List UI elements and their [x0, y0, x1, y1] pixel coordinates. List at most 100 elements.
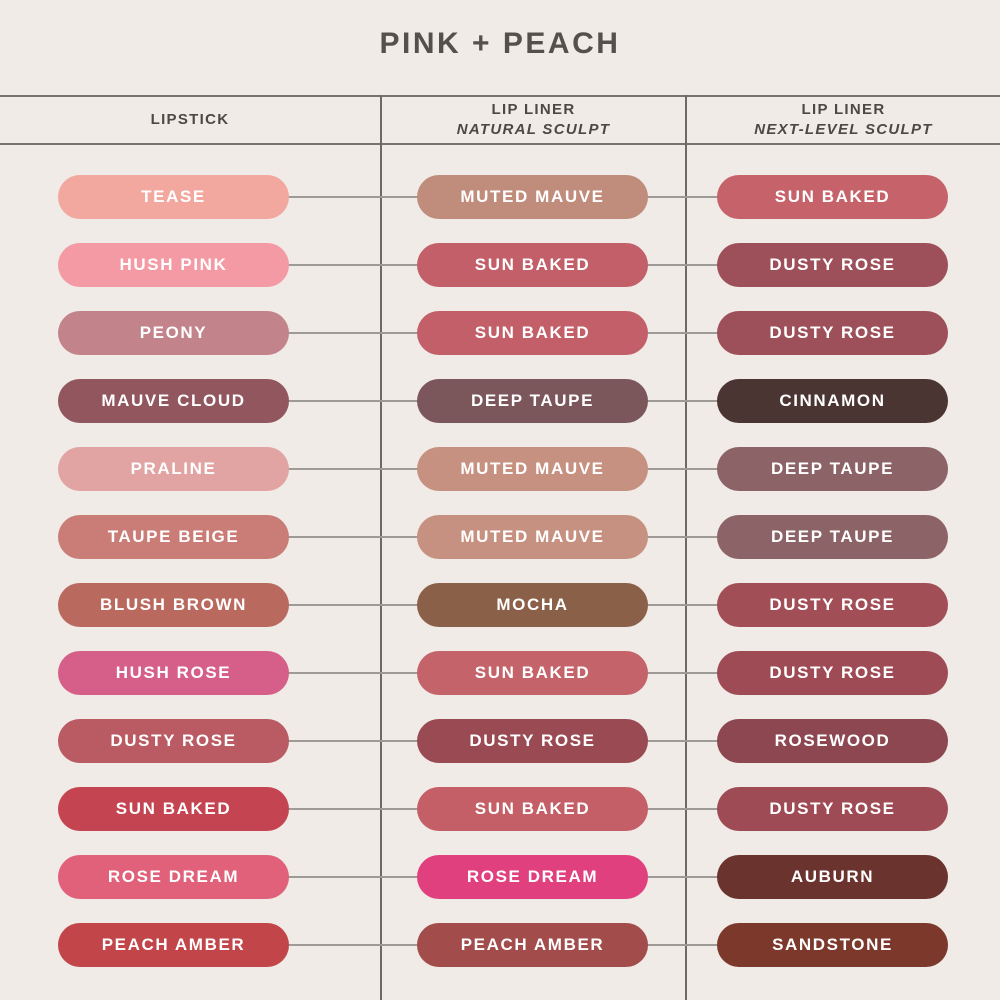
next-level-sculpt-swatch: DUSTY ROSE: [717, 651, 948, 695]
swatch-label: BLUSH BROWN: [100, 595, 247, 614]
next-level-sculpt-swatch: SANDSTONE: [717, 923, 948, 967]
natural-sculpt-swatch: ROSE DREAM: [417, 855, 648, 899]
swatch-label: DEEP TAUPE: [770, 527, 895, 546]
lipstick-swatch: BLUSH BROWN: [58, 583, 289, 627]
header-bottom-rule: [0, 143, 1000, 145]
swatch-label: SANDSTONE: [772, 935, 893, 954]
swatch-label: PRALINE: [130, 459, 217, 478]
next-level-sculpt-swatch: CINNAMON: [717, 379, 948, 423]
connector-line: [282, 536, 419, 538]
next-level-sculpt-swatch: DEEP TAUPE: [717, 515, 948, 559]
connector-line: [282, 332, 419, 334]
swatch-label: SUN BAKED: [474, 323, 591, 342]
connector-line: [646, 808, 719, 810]
natural-sculpt-swatch: SUN BAKED: [417, 787, 648, 831]
swatch-label: SUN BAKED: [474, 663, 591, 682]
natural-sculpt-swatch: MUTED MAUVE: [417, 175, 648, 219]
swatch-label: PEACH AMBER: [460, 935, 605, 954]
connector-line: [282, 740, 419, 742]
lipstick-swatch: TEASE: [58, 175, 289, 219]
connector-line: [282, 196, 419, 198]
next-level-sculpt-swatch: DUSTY ROSE: [717, 583, 948, 627]
natural-sculpt-swatch: SUN BAKED: [417, 311, 648, 355]
natural-sculpt-swatch: DUSTY ROSE: [417, 719, 648, 763]
swatch-label: DUSTY ROSE: [769, 255, 896, 274]
swatch-label: DUSTY ROSE: [769, 799, 896, 818]
column-divider-2: [685, 95, 687, 1000]
swatch-label: DUSTY ROSE: [469, 731, 596, 750]
lipstick-swatch: PRALINE: [58, 447, 289, 491]
lipstick-swatch: DUSTY ROSE: [58, 719, 289, 763]
next-level-sculpt-swatch: DUSTY ROSE: [717, 243, 948, 287]
swatch-label: PEONY: [139, 323, 208, 342]
next-level-sculpt-swatch: DUSTY ROSE: [717, 787, 948, 831]
swatch-label: ROSE DREAM: [466, 867, 599, 886]
natural-sculpt-swatch: MUTED MAUVE: [417, 515, 648, 559]
connector-line: [282, 944, 419, 946]
swatch-label: HUSH PINK: [119, 255, 228, 274]
swatch-label: TEASE: [141, 187, 206, 206]
connector-line: [646, 264, 719, 266]
column-header-natural-sculpt: LIP LINER NATURAL SCULPT: [382, 97, 685, 143]
column-header-sublabel: NEXT-LEVEL SCULPT: [754, 121, 933, 138]
next-level-sculpt-swatch: SUN BAKED: [717, 175, 948, 219]
swatch-label: MUTED MAUVE: [460, 459, 605, 478]
swatch-label: SUN BAKED: [474, 255, 591, 274]
connector-line: [646, 400, 719, 402]
connector-line: [282, 672, 419, 674]
lipstick-swatch: HUSH ROSE: [58, 651, 289, 695]
swatch-label: DUSTY ROSE: [769, 663, 896, 682]
next-level-sculpt-swatch: DEEP TAUPE: [717, 447, 948, 491]
connector-line: [646, 468, 719, 470]
swatch-label: DUSTY ROSE: [769, 595, 896, 614]
column-header-next-level-sculpt: LIP LINER NEXT-LEVEL SCULPT: [687, 97, 1000, 143]
connector-line: [282, 808, 419, 810]
swatch-label: MAUVE CLOUD: [101, 391, 246, 410]
swatch-label: SUN BAKED: [474, 799, 591, 818]
natural-sculpt-swatch: MOCHA: [417, 583, 648, 627]
connector-line: [646, 672, 719, 674]
connector-line: [646, 332, 719, 334]
connector-line: [646, 536, 719, 538]
lipstick-swatch: HUSH PINK: [58, 243, 289, 287]
natural-sculpt-swatch: PEACH AMBER: [417, 923, 648, 967]
swatch-label: TAUPE BEIGE: [107, 527, 240, 546]
column-header-label: LIP LINER: [801, 101, 886, 118]
column-header-label: LIP LINER: [491, 101, 576, 118]
swatch-label: SUN BAKED: [774, 187, 891, 206]
connector-line: [646, 196, 719, 198]
page-title: PINK + PEACH: [379, 27, 621, 60]
header-top-rule: [0, 95, 1000, 97]
natural-sculpt-swatch: SUN BAKED: [417, 651, 648, 695]
swatch-label: DEEP TAUPE: [770, 459, 895, 478]
next-level-sculpt-swatch: AUBURN: [717, 855, 948, 899]
connector-line: [646, 740, 719, 742]
natural-sculpt-swatch: MUTED MAUVE: [417, 447, 648, 491]
swatch-label: AUBURN: [790, 867, 875, 886]
connector-line: [282, 468, 419, 470]
column-header-sublabel: NATURAL SCULPT: [456, 121, 611, 138]
swatch-label: PEACH AMBER: [101, 935, 246, 954]
swatch-label: CINNAMON: [779, 391, 886, 410]
connector-line: [646, 876, 719, 878]
lipstick-swatch: PEONY: [58, 311, 289, 355]
swatch-label: MUTED MAUVE: [460, 527, 605, 546]
connector-line: [282, 400, 419, 402]
lipstick-swatch: PEACH AMBER: [58, 923, 289, 967]
swatch-label: DUSTY ROSE: [110, 731, 237, 750]
connector-line: [282, 264, 419, 266]
next-level-sculpt-swatch: ROSEWOOD: [717, 719, 948, 763]
next-level-sculpt-swatch: DUSTY ROSE: [717, 311, 948, 355]
connector-line: [282, 604, 419, 606]
lipstick-swatch: MAUVE CLOUD: [58, 379, 289, 423]
column-header-label: LIPSTICK: [150, 111, 230, 128]
swatch-label: DEEP TAUPE: [470, 391, 595, 410]
column-header-lipstick: LIPSTICK: [0, 97, 380, 143]
connector-line: [282, 876, 419, 878]
lipstick-swatch: TAUPE BEIGE: [58, 515, 289, 559]
swatch-label: SUN BAKED: [115, 799, 232, 818]
swatch-label: ROSEWOOD: [774, 731, 891, 750]
connector-line: [646, 944, 719, 946]
swatch-label: ROSE DREAM: [107, 867, 240, 886]
